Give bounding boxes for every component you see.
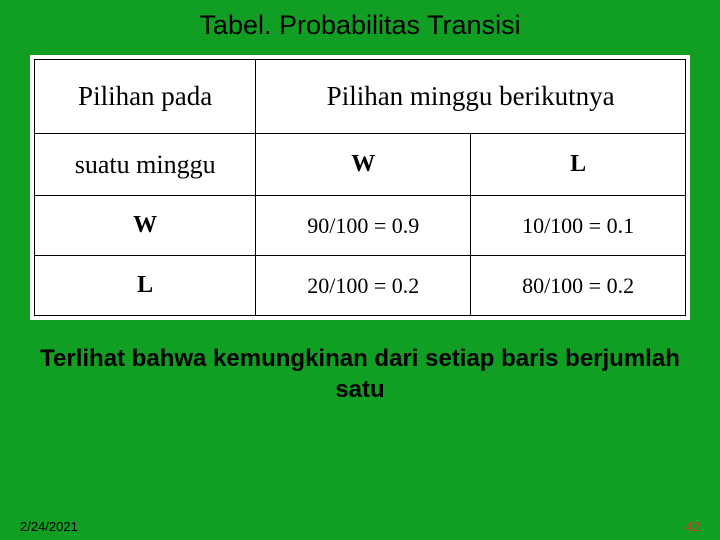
slide: Tabel. Probabilitas Transisi Pilihan pad…: [0, 0, 720, 540]
header-text: suatu minggu: [75, 150, 216, 179]
header-cell: L: [471, 134, 686, 196]
table-row: W 90/100 = 0.9 10/100 = 0.1: [35, 196, 686, 256]
row-value: 90/100 = 0.9: [307, 213, 419, 238]
header-text: L: [570, 151, 586, 177]
footer-date: 2/24/2021: [20, 519, 78, 534]
transition-table: Pilihan pada Pilihan minggu berikutnya s…: [34, 59, 686, 316]
header-cell-right: Pilihan minggu berikutnya: [256, 60, 686, 134]
table-container: Pilihan pada Pilihan minggu berikutnya s…: [30, 55, 690, 320]
slide-footer: 2/24/2021 42: [0, 519, 720, 534]
table-row: L 20/100 = 0.2 80/100 = 0.2: [35, 256, 686, 316]
row-value: 80/100 = 0.2: [522, 273, 634, 298]
slide-caption: Terlihat bahwa kemungkinan dari setiap b…: [0, 344, 720, 405]
row-value: 10/100 = 0.1: [522, 213, 634, 238]
header-text: Pilihan pada: [78, 81, 212, 111]
header-cell: W: [256, 134, 471, 196]
row-label: W: [133, 212, 157, 238]
row-value-cell: 20/100 = 0.2: [256, 256, 471, 316]
row-value: 20/100 = 0.2: [307, 273, 419, 298]
header-cell: suatu minggu: [35, 134, 256, 196]
slide-title: Tabel. Probabilitas Transisi: [0, 0, 720, 49]
row-label-cell: L: [35, 256, 256, 316]
header-cell-left: Pilihan pada: [35, 60, 256, 134]
table-header-row1: Pilihan pada Pilihan minggu berikutnya: [35, 60, 686, 134]
row-label-cell: W: [35, 196, 256, 256]
footer-page-number: 42: [686, 519, 700, 534]
row-value-cell: 10/100 = 0.1: [471, 196, 686, 256]
row-label: L: [137, 272, 153, 298]
table-header-row2: suatu minggu W L: [35, 134, 686, 196]
row-value-cell: 90/100 = 0.9: [256, 196, 471, 256]
header-text: Pilihan minggu berikutnya: [327, 81, 615, 111]
header-text: W: [351, 151, 375, 177]
row-value-cell: 80/100 = 0.2: [471, 256, 686, 316]
